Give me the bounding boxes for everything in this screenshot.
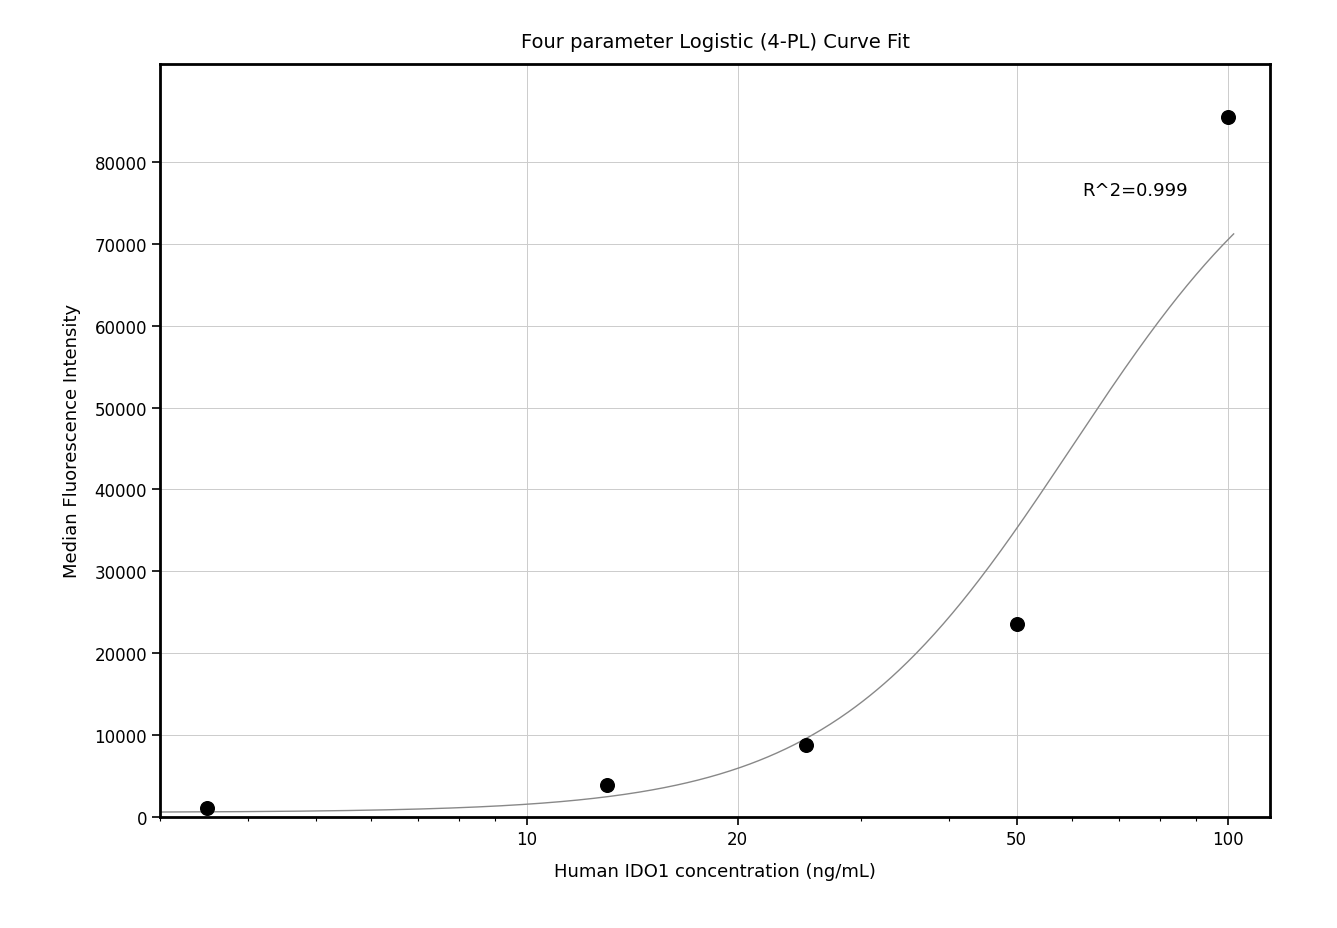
Point bbox=[197, 801, 218, 816]
Point bbox=[596, 779, 618, 793]
X-axis label: Human IDO1 concentration (ng/mL): Human IDO1 concentration (ng/mL) bbox=[555, 862, 876, 880]
Point bbox=[796, 738, 817, 753]
Title: Four parameter Logistic (4-PL) Curve Fit: Four parameter Logistic (4-PL) Curve Fit bbox=[521, 33, 909, 52]
Point bbox=[1005, 617, 1027, 632]
Point bbox=[1217, 110, 1238, 125]
Y-axis label: Median Fluorescence Intensity: Median Fluorescence Intensity bbox=[63, 303, 80, 578]
Text: R^2=0.999: R^2=0.999 bbox=[1082, 182, 1187, 200]
